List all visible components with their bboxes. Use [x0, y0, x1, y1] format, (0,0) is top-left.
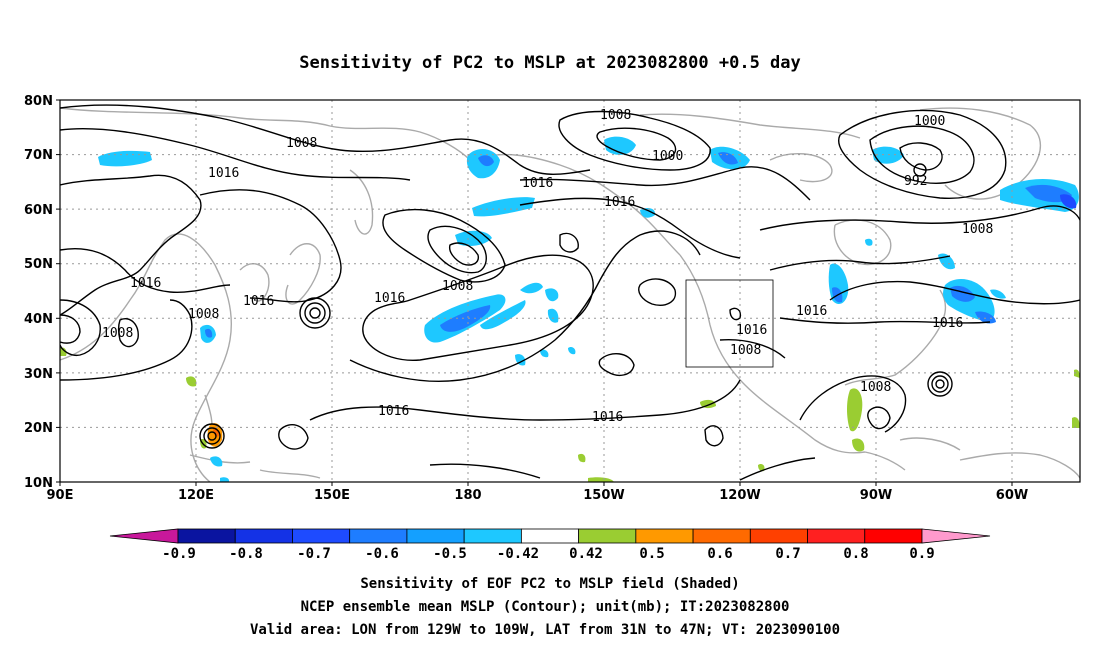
contour-label: 1008 — [286, 136, 317, 151]
colorbar-label: 0.42 — [569, 546, 603, 562]
lat-tick-label: 80N — [24, 94, 53, 109]
contour-label: 1008 — [600, 108, 631, 123]
lat-tick-label: 30N — [24, 367, 53, 382]
lon-axis: 90E 120E 150E 180 150W 120W 90W 60W — [47, 488, 1029, 503]
colorbar-segment — [520, 528, 580, 544]
colorbar-segment — [692, 528, 751, 544]
lat-tick-label: 40N — [24, 312, 53, 327]
colorbar-label: 0.8 — [843, 546, 868, 562]
lat-tick-label: 10N — [24, 476, 53, 491]
colorbar-segment — [807, 528, 866, 544]
colorbar-label: -0.8 — [229, 546, 263, 562]
contour-label: 1016 — [932, 316, 963, 331]
colorbar-segment — [349, 528, 408, 544]
lat-tick-label: 20N — [24, 421, 53, 436]
colorbar-segment — [578, 528, 637, 544]
contour-label: 1008 — [962, 222, 993, 237]
contour-label: 1008 — [188, 307, 219, 322]
colorbar-segment — [463, 528, 522, 544]
colorbar-label: 0.6 — [707, 546, 732, 562]
contour-label: 1016 — [374, 291, 405, 306]
contour-label: 1016 — [796, 304, 827, 319]
caption-line: Sensitivity of EOF PC2 to MSLP field (Sh… — [360, 576, 739, 592]
contour-label: 1016 — [208, 166, 239, 181]
colorbar-arrow-low — [109, 528, 179, 544]
colorbar-label: -0.9 — [162, 546, 196, 562]
map-panel: 1008 1000 1000 992 1016 1016 1016 1008 1… — [24, 94, 1081, 503]
contour-label: 1016 — [592, 410, 623, 425]
contour-label: 1008 — [102, 326, 133, 341]
sensitivity-shading — [60, 136, 1080, 482]
contour-label: 1000 — [652, 149, 683, 164]
lat-tick-label: 70N — [24, 148, 53, 163]
contour-label: 1016 — [522, 176, 553, 191]
lon-tick-label: 150E — [314, 488, 350, 503]
caption-line: NCEP ensemble mean MSLP (Contour); unit(… — [301, 599, 790, 615]
colorbar-label: -0.5 — [433, 546, 467, 562]
lat-tick-label: 60N — [24, 203, 53, 218]
contour-label: 1008 — [730, 343, 761, 358]
valid-area-box — [685, 279, 774, 368]
colorbar-labels: -0.9 -0.8 -0.7 -0.6 -0.5 -0.42 0.42 0.5 … — [162, 546, 935, 562]
contour-label: 1016 — [736, 323, 767, 338]
contour-label: 1016 — [243, 294, 274, 309]
lon-tick-label: 120W — [719, 488, 760, 503]
colorbar-segment — [177, 528, 236, 544]
colorbar-label: -0.7 — [297, 546, 331, 562]
colorbar-segment — [635, 528, 694, 544]
lon-tick-label: 60W — [996, 488, 1028, 503]
colorbar-segment — [406, 528, 465, 544]
colorbar-label: -0.6 — [365, 546, 399, 562]
colorbar — [109, 528, 991, 544]
colorbar-segment — [234, 528, 293, 544]
colorbar-label: -0.42 — [497, 546, 539, 562]
map-title: Sensitivity of PC2 to MSLP at 2023082800… — [299, 53, 801, 73]
contour-label: 1016 — [604, 195, 635, 210]
contour-label: 992 — [904, 174, 927, 189]
colorbar-arrow-high — [921, 528, 991, 544]
colorbar-label: 0.9 — [909, 546, 934, 562]
colorbar-segment — [864, 528, 923, 544]
contour-label: 1008 — [442, 279, 473, 294]
lat-tick-label: 50N — [24, 257, 53, 272]
contour-label: 1016 — [130, 276, 161, 291]
lon-tick-label: 90E — [47, 488, 74, 503]
contour-label: 1000 — [914, 114, 945, 129]
colorbar-label: 0.5 — [639, 546, 664, 562]
lon-tick-label: 150W — [583, 488, 624, 503]
lon-tick-label: 120E — [178, 488, 214, 503]
colorbar-segment — [292, 528, 351, 544]
captions: Sensitivity of EOF PC2 to MSLP field (Sh… — [250, 576, 840, 638]
colorbar-segment — [749, 528, 808, 544]
coastlines — [60, 107, 1080, 482]
contour-label: 1008 — [860, 380, 891, 395]
contour-labels: 1008 1000 1000 992 1016 1016 1016 1008 1… — [102, 108, 993, 425]
mslp-contours — [60, 104, 1080, 481]
lon-tick-label: 180 — [454, 488, 481, 503]
colorbar-label: 0.7 — [775, 546, 800, 562]
contour-label: 1016 — [378, 404, 409, 419]
caption-line: Valid area: LON from 129W to 109W, LAT f… — [250, 622, 840, 638]
lon-tick-label: 90W — [860, 488, 892, 503]
lat-axis: 80N 70N 60N 50N 40N 30N 20N 10N — [24, 94, 53, 491]
